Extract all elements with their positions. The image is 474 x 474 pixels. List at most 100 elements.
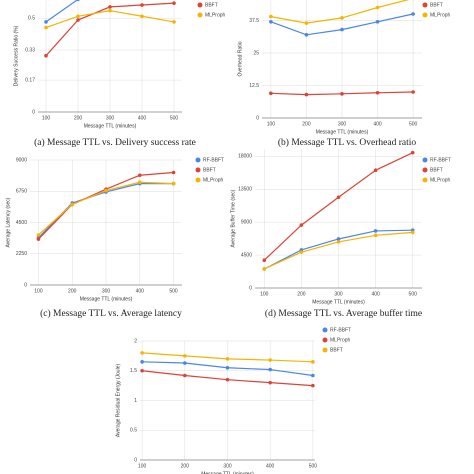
y-axis-label: Average Buffer Time (sec)	[230, 189, 236, 247]
point	[311, 360, 315, 364]
point	[373, 233, 378, 238]
point	[262, 267, 267, 271]
legend-label: MLProph	[430, 12, 451, 18]
point	[336, 240, 341, 244]
legend-swatch	[422, 177, 428, 183]
point	[410, 230, 415, 235]
point	[140, 14, 144, 19]
point	[140, 360, 144, 364]
x-tick-label: 100	[138, 463, 147, 469]
point	[183, 354, 187, 358]
legend-swatch	[322, 347, 328, 353]
x-tick-label: 100	[267, 121, 276, 127]
legend-label: BBFT	[430, 167, 443, 173]
legend-label: MLProph	[430, 177, 451, 183]
legend-label: RF-BBFT	[203, 157, 224, 163]
y-tick-label: 1	[134, 398, 137, 404]
y-tick-label: 0.5	[130, 428, 137, 434]
caption: (a) Message TTL vs. Delivery success rat…	[34, 137, 196, 148]
point	[76, 18, 80, 22]
y-axis-label: Delivery Success Ratio (%)	[13, 25, 19, 86]
x-tick-label: 200	[68, 288, 77, 294]
legend-swatch	[422, 2, 428, 8]
y-tick-label: 0.5	[28, 15, 35, 21]
point	[104, 188, 108, 193]
chart: 0 0.5 1 1.5 2 100 200 300 400 500 Message TTL (min…	[115, 327, 351, 474]
x-tick-label: 500	[309, 463, 318, 469]
legend-swatch	[322, 327, 328, 333]
point	[44, 25, 48, 30]
chart: 0 4500 9000 13500 18000 100 200 300 400 500 Messag…	[230, 149, 451, 319]
point	[311, 383, 315, 388]
point	[304, 92, 309, 97]
legend-label: BBFT	[330, 347, 343, 353]
point	[336, 237, 341, 241]
point	[304, 33, 309, 37]
point	[340, 27, 344, 32]
point	[336, 195, 341, 200]
legend-label: MLProph	[205, 12, 226, 18]
point	[225, 377, 230, 382]
x-tick-label: 100	[260, 291, 269, 297]
point	[340, 92, 344, 96]
x-tick-label: 400	[371, 291, 380, 297]
x-axis-label: Message TTL (minutes)	[312, 299, 365, 305]
point	[171, 181, 176, 186]
point	[36, 233, 41, 237]
y-axis-label: Average Latency (sec)	[5, 197, 11, 247]
point	[140, 351, 144, 355]
legend-swatch	[195, 157, 201, 163]
point	[137, 173, 142, 178]
point	[375, 20, 380, 24]
y-tick-label: 0	[24, 282, 27, 288]
point	[269, 20, 273, 24]
x-tick-label: 500	[169, 288, 178, 294]
point	[70, 202, 75, 207]
y-tick-label: 0	[32, 109, 35, 115]
y-tick-label: 13500	[238, 187, 252, 193]
caption: (b) Message TTL vs. Overhead ratio	[278, 137, 416, 148]
point	[171, 170, 176, 175]
chart: 0 2250 4500 6750 9000 100 200 300 400 500 Message …	[5, 157, 224, 319]
y-tick-label: 1.5	[130, 368, 137, 374]
y-tick-label: 2250	[16, 251, 27, 257]
point	[76, 14, 80, 19]
point	[410, 150, 415, 155]
y-tick-label: 0	[134, 457, 137, 463]
point	[269, 91, 273, 96]
x-tick-label: 500	[409, 291, 418, 297]
x-tick-label: 200	[297, 291, 306, 297]
point	[268, 367, 272, 372]
y-tick-label: 25	[253, 50, 259, 56]
point	[411, 12, 415, 16]
y-tick-label: 4500	[241, 252, 252, 258]
point	[299, 250, 304, 254]
x-tick-label: 400	[136, 288, 145, 294]
point	[375, 5, 380, 10]
x-tick-label: 300	[102, 288, 111, 294]
point	[411, 90, 415, 94]
y-tick-label: 9000	[16, 157, 27, 163]
point	[373, 229, 378, 233]
y-tick-label: 18000	[238, 154, 252, 160]
point	[108, 8, 112, 13]
caption: (c) Message TTL vs. Average latency	[40, 308, 182, 319]
legend-swatch	[322, 337, 328, 343]
y-tick-label: 0.17	[25, 77, 35, 83]
x-axis-label: Message TTL (minutes)	[84, 123, 137, 129]
legend-swatch	[195, 167, 201, 173]
legend-label: MLProph	[203, 177, 224, 183]
point	[137, 180, 142, 185]
y-tick-label: 0	[249, 285, 252, 291]
x-axis-label: Message TTL (minutes)	[316, 129, 369, 135]
legend-label: BBFT	[205, 2, 218, 8]
point	[340, 16, 344, 20]
y-tick-label: 0	[256, 115, 259, 121]
point	[183, 361, 187, 365]
y-tick-label: 0.33	[25, 47, 35, 53]
point	[299, 223, 304, 227]
series-line	[45, 0, 79, 23]
point	[44, 53, 48, 58]
point	[225, 365, 230, 370]
